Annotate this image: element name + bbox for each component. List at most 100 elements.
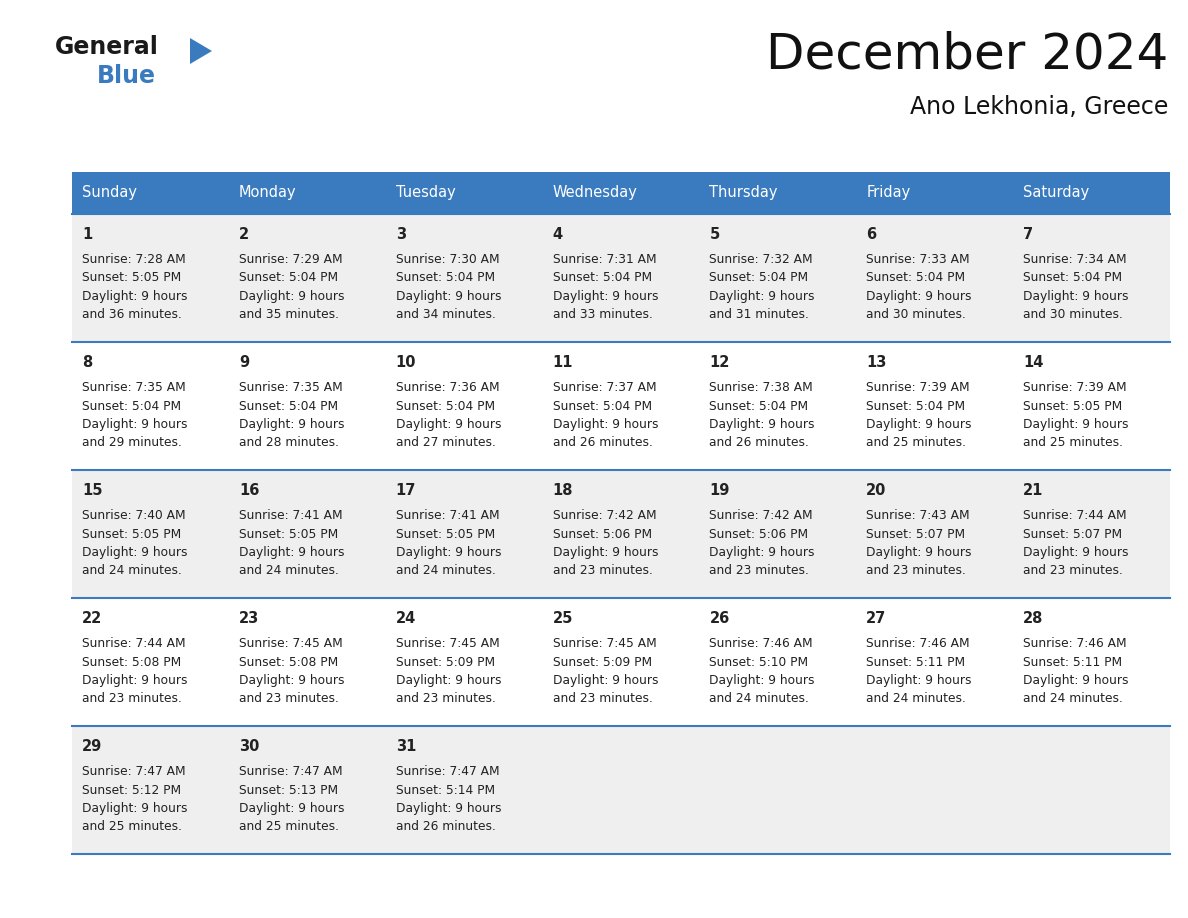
Text: 18: 18: [552, 483, 573, 498]
Text: Sunset: 5:05 PM: Sunset: 5:05 PM: [82, 272, 182, 285]
Text: 24: 24: [396, 611, 416, 626]
Text: 22: 22: [82, 611, 102, 626]
Text: and 36 minutes.: and 36 minutes.: [82, 308, 182, 321]
Text: 28: 28: [1023, 611, 1043, 626]
Text: Sunset: 5:04 PM: Sunset: 5:04 PM: [396, 399, 495, 412]
Text: and 23 minutes.: and 23 minutes.: [1023, 565, 1123, 577]
Text: Sunset: 5:11 PM: Sunset: 5:11 PM: [1023, 655, 1123, 668]
Text: and 23 minutes.: and 23 minutes.: [396, 692, 495, 706]
Text: Sunset: 5:05 PM: Sunset: 5:05 PM: [239, 528, 339, 541]
FancyBboxPatch shape: [857, 470, 1013, 598]
FancyBboxPatch shape: [857, 342, 1013, 470]
Text: and 24 minutes.: and 24 minutes.: [866, 692, 966, 706]
Text: 29: 29: [82, 739, 102, 754]
Text: 4: 4: [552, 227, 563, 242]
Text: Sunset: 5:07 PM: Sunset: 5:07 PM: [1023, 528, 1123, 541]
Text: Daylight: 9 hours: Daylight: 9 hours: [552, 290, 658, 303]
Text: Daylight: 9 hours: Daylight: 9 hours: [709, 546, 815, 559]
Text: and 24 minutes.: and 24 minutes.: [709, 692, 809, 706]
Text: Sunrise: 7:43 AM: Sunrise: 7:43 AM: [866, 509, 969, 522]
Text: 12: 12: [709, 355, 729, 370]
Text: Daylight: 9 hours: Daylight: 9 hours: [396, 674, 501, 687]
Text: and 24 minutes.: and 24 minutes.: [1023, 692, 1123, 706]
Text: 6: 6: [866, 227, 877, 242]
Text: 9: 9: [239, 355, 249, 370]
FancyBboxPatch shape: [700, 470, 857, 598]
Text: and 31 minutes.: and 31 minutes.: [709, 308, 809, 321]
FancyBboxPatch shape: [700, 214, 857, 342]
Text: Sunset: 5:10 PM: Sunset: 5:10 PM: [709, 655, 809, 668]
Text: Daylight: 9 hours: Daylight: 9 hours: [866, 546, 972, 559]
Text: Sunset: 5:04 PM: Sunset: 5:04 PM: [709, 399, 809, 412]
Text: Sunset: 5:04 PM: Sunset: 5:04 PM: [866, 272, 966, 285]
Text: Sunset: 5:05 PM: Sunset: 5:05 PM: [1023, 399, 1123, 412]
Text: Sunrise: 7:39 AM: Sunrise: 7:39 AM: [866, 381, 969, 394]
Text: Daylight: 9 hours: Daylight: 9 hours: [1023, 674, 1129, 687]
FancyBboxPatch shape: [1013, 598, 1170, 726]
Text: Daylight: 9 hours: Daylight: 9 hours: [396, 418, 501, 431]
Text: December 2024: December 2024: [766, 30, 1168, 78]
FancyBboxPatch shape: [857, 726, 1013, 854]
Text: 1: 1: [82, 227, 93, 242]
Text: Sunset: 5:04 PM: Sunset: 5:04 PM: [552, 399, 652, 412]
Text: Sunrise: 7:33 AM: Sunrise: 7:33 AM: [866, 253, 969, 266]
Text: Daylight: 9 hours: Daylight: 9 hours: [82, 674, 188, 687]
Text: Sunset: 5:04 PM: Sunset: 5:04 PM: [239, 399, 337, 412]
Text: Sunrise: 7:45 AM: Sunrise: 7:45 AM: [396, 637, 499, 650]
FancyBboxPatch shape: [857, 214, 1013, 342]
Text: and 23 minutes.: and 23 minutes.: [239, 692, 339, 706]
Text: 25: 25: [552, 611, 573, 626]
Text: 2: 2: [239, 227, 249, 242]
Text: 5: 5: [709, 227, 720, 242]
Text: Daylight: 9 hours: Daylight: 9 hours: [1023, 418, 1129, 431]
Text: Sunrise: 7:34 AM: Sunrise: 7:34 AM: [1023, 253, 1126, 266]
FancyBboxPatch shape: [386, 726, 543, 854]
Text: Thursday: Thursday: [709, 185, 778, 200]
Text: and 28 minutes.: and 28 minutes.: [239, 436, 339, 450]
Text: and 25 minutes.: and 25 minutes.: [239, 821, 339, 834]
Text: General: General: [55, 35, 159, 59]
Text: Daylight: 9 hours: Daylight: 9 hours: [82, 546, 188, 559]
Text: Sunrise: 7:46 AM: Sunrise: 7:46 AM: [1023, 637, 1126, 650]
Text: Sunrise: 7:45 AM: Sunrise: 7:45 AM: [239, 637, 342, 650]
Text: Sunrise: 7:29 AM: Sunrise: 7:29 AM: [239, 253, 342, 266]
Text: Sunset: 5:04 PM: Sunset: 5:04 PM: [866, 399, 966, 412]
Text: and 23 minutes.: and 23 minutes.: [552, 565, 652, 577]
FancyBboxPatch shape: [857, 598, 1013, 726]
FancyBboxPatch shape: [543, 470, 700, 598]
Text: and 23 minutes.: and 23 minutes.: [709, 565, 809, 577]
Text: Sunset: 5:04 PM: Sunset: 5:04 PM: [396, 272, 495, 285]
Text: Sunset: 5:05 PM: Sunset: 5:05 PM: [396, 528, 495, 541]
FancyBboxPatch shape: [700, 342, 857, 470]
Text: Sunrise: 7:37 AM: Sunrise: 7:37 AM: [552, 381, 656, 394]
Text: Daylight: 9 hours: Daylight: 9 hours: [552, 674, 658, 687]
Text: Sunset: 5:11 PM: Sunset: 5:11 PM: [866, 655, 966, 668]
Text: Sunset: 5:08 PM: Sunset: 5:08 PM: [239, 655, 339, 668]
Text: Daylight: 9 hours: Daylight: 9 hours: [709, 674, 815, 687]
Text: Sunday: Sunday: [82, 185, 137, 200]
Text: Sunrise: 7:42 AM: Sunrise: 7:42 AM: [552, 509, 656, 522]
Text: and 26 minutes.: and 26 minutes.: [396, 821, 495, 834]
Text: and 26 minutes.: and 26 minutes.: [709, 436, 809, 450]
Text: Daylight: 9 hours: Daylight: 9 hours: [82, 802, 188, 815]
Text: Daylight: 9 hours: Daylight: 9 hours: [239, 290, 345, 303]
Text: Sunset: 5:04 PM: Sunset: 5:04 PM: [1023, 272, 1123, 285]
Text: 11: 11: [552, 355, 573, 370]
FancyBboxPatch shape: [543, 598, 700, 726]
FancyBboxPatch shape: [72, 726, 229, 854]
FancyBboxPatch shape: [72, 214, 229, 342]
Text: Sunrise: 7:44 AM: Sunrise: 7:44 AM: [82, 637, 185, 650]
Text: Sunrise: 7:46 AM: Sunrise: 7:46 AM: [866, 637, 969, 650]
Text: Sunrise: 7:47 AM: Sunrise: 7:47 AM: [396, 765, 499, 778]
Text: Sunrise: 7:38 AM: Sunrise: 7:38 AM: [709, 381, 813, 394]
Text: 17: 17: [396, 483, 416, 498]
FancyBboxPatch shape: [1013, 726, 1170, 854]
FancyBboxPatch shape: [229, 470, 386, 598]
Text: and 26 minutes.: and 26 minutes.: [552, 436, 652, 450]
Text: Daylight: 9 hours: Daylight: 9 hours: [82, 418, 188, 431]
FancyBboxPatch shape: [229, 598, 386, 726]
Text: Sunset: 5:06 PM: Sunset: 5:06 PM: [552, 528, 652, 541]
Text: Sunset: 5:09 PM: Sunset: 5:09 PM: [396, 655, 495, 668]
FancyBboxPatch shape: [543, 342, 700, 470]
Text: Friday: Friday: [866, 185, 910, 200]
